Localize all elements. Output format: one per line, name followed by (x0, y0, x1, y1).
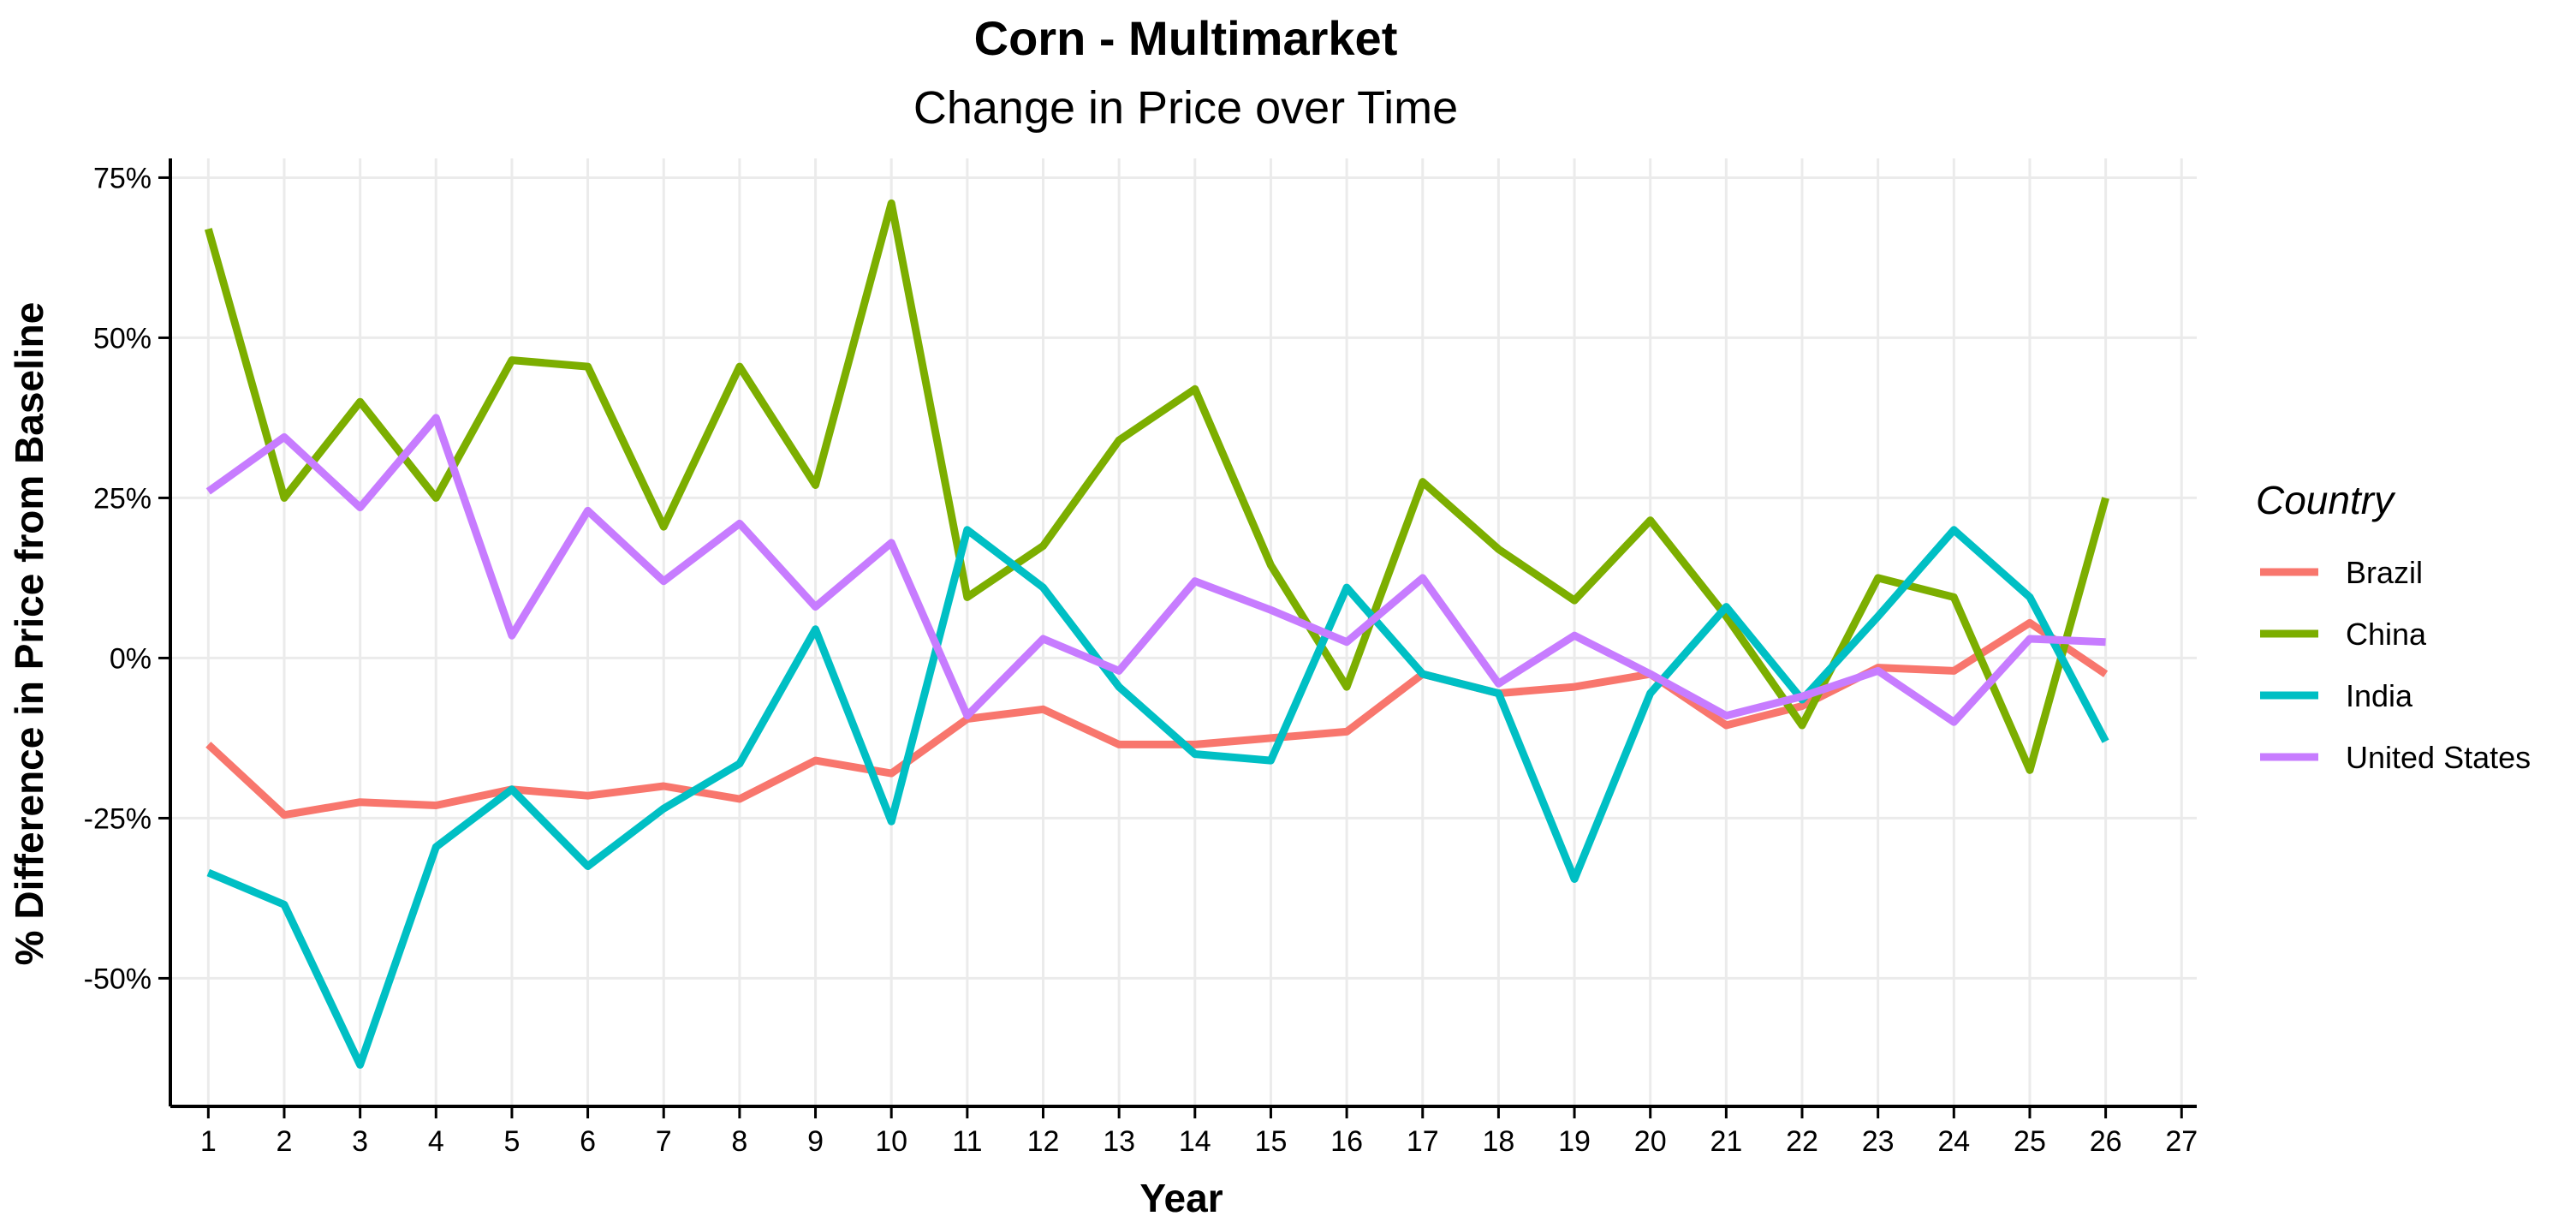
x-tick-label: 23 (1862, 1125, 1895, 1158)
legend-label: Brazil (2346, 555, 2423, 590)
y-tick-label: 0% (110, 642, 152, 675)
x-tick-label: 12 (1027, 1125, 1060, 1158)
x-tick-label: 22 (1786, 1125, 1818, 1158)
x-tick-label: 2 (277, 1125, 293, 1158)
series-line-united-states (205, 414, 2106, 726)
x-tick-label: 19 (1558, 1125, 1591, 1158)
y-axis-title: % Difference in Price from Baseline (7, 302, 51, 966)
legend: Country Brazil China India United States (2256, 478, 2531, 775)
x-tick-label: 18 (1482, 1125, 1514, 1158)
x-tick-label: 8 (731, 1125, 747, 1158)
x-tick-label: 3 (352, 1125, 368, 1158)
x-tick-label: 11 (952, 1125, 982, 1158)
axes: 1 2 3 4 5 6 7 8 9 10 11 12 13 14 15 16 17 18 19 20 21 22 23 24 2… (84, 158, 2198, 1158)
x-tick-label: 15 (1255, 1125, 1288, 1158)
x-tick-label: 6 (580, 1125, 596, 1158)
x-tick-label: 25 (2014, 1125, 2046, 1158)
x-tick-label: 7 (656, 1125, 672, 1158)
x-tick-label: 20 (1634, 1125, 1667, 1158)
legend-title: Country (2256, 478, 2396, 522)
y-tick-label: -25% (84, 802, 152, 835)
x-tick-label: 26 (2090, 1125, 2122, 1158)
series-lines (204, 199, 2109, 1069)
y-tick-label: 50% (93, 322, 152, 355)
x-axis-title: Year (1139, 1176, 1223, 1220)
legend-items: Brazil China India United States (2260, 555, 2531, 775)
chart-subtitle: Change in Price over Time (913, 82, 1458, 134)
y-tick-label: 75% (93, 162, 152, 194)
x-tick-label: 27 (2165, 1125, 2198, 1158)
x-tick-label: 5 (503, 1125, 520, 1158)
chart-title: Corn - Multimarket (974, 11, 1398, 65)
legend-label: United States (2346, 740, 2531, 775)
series-line-china (204, 199, 2109, 774)
gridlines (170, 158, 2197, 1106)
x-tick-label: 4 (428, 1125, 444, 1158)
x-tick-label: 21 (1710, 1125, 1742, 1158)
y-tick-label: -50% (84, 963, 152, 995)
x-tick-label: 16 (1330, 1125, 1363, 1158)
legend-label: India (2346, 678, 2413, 713)
x-tick-label: 17 (1407, 1125, 1439, 1158)
x-tick-label: 10 (875, 1125, 907, 1158)
y-tick-label: 25% (93, 482, 152, 515)
x-tick-label: 13 (1103, 1125, 1135, 1158)
legend-label: China (2346, 617, 2427, 652)
x-tick-label: 14 (1179, 1125, 1211, 1158)
series-line-india (206, 526, 2109, 1069)
x-tick-label: 1 (200, 1125, 217, 1158)
x-tick-label: 24 (1937, 1125, 1970, 1158)
x-tick-label: 9 (807, 1125, 824, 1158)
